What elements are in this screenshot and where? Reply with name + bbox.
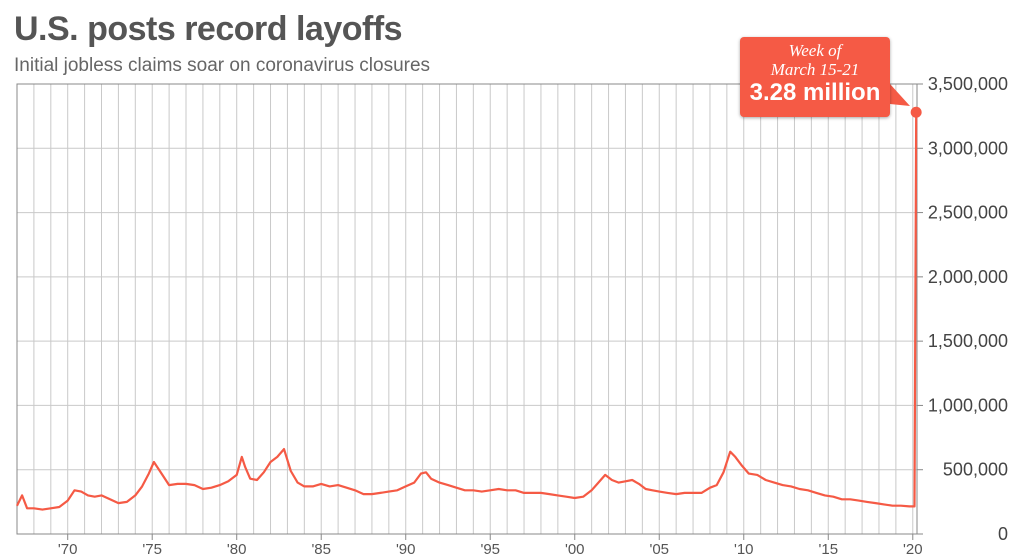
y-tick-label: 500,000 <box>943 460 1008 480</box>
x-tick-label: '75 <box>142 541 162 558</box>
x-tick-label: '00 <box>565 541 585 558</box>
x-tick-label: '10 <box>734 541 754 558</box>
x-tick-label: '85 <box>311 541 331 558</box>
plot-frame <box>16 83 918 535</box>
y-tick-label: 3,500,000 <box>928 74 1008 94</box>
latest-value-point <box>910 106 922 118</box>
x-tick-label: '80 <box>227 541 247 558</box>
page-title: U.S. posts record layoffs <box>14 10 403 48</box>
y-tick-label: 1,000,000 <box>928 395 1008 415</box>
x-tick-label: '70 <box>58 541 78 558</box>
x-tick-label: '20 <box>903 541 923 558</box>
x-tick-label: '90 <box>396 541 416 558</box>
y-axis-ticks: 0 500,000 1,000,000 1,500,000 2,000,000 2,500… <box>917 74 1008 544</box>
y-tick-label: 3,000,000 <box>928 138 1008 158</box>
y-tick-label: 2,500,000 <box>928 203 1008 223</box>
callout-line-1: Week of <box>788 41 842 60</box>
x-tick-label: '15 <box>818 541 838 558</box>
latest-value-callout: Week of March 15-21 3.28 million <box>740 37 890 117</box>
x-tick-label: '95 <box>480 541 500 558</box>
y-tick-label: 2,000,000 <box>928 267 1008 287</box>
page-subtitle: Initial jobless claims soar on coronavir… <box>14 55 431 76</box>
y-tick-label: 0 <box>998 524 1008 544</box>
callout-pointer <box>890 84 910 106</box>
claims-series-line <box>16 112 918 511</box>
callout-value: 3.28 million <box>749 79 881 106</box>
y-tick-label: 1,500,000 <box>928 331 1008 351</box>
x-tick-label: '05 <box>649 541 669 558</box>
x-axis-ticks: '70 '75 '80 '85 '90 '95 '00 '05 '10 '15 '20 <box>58 534 923 558</box>
callout-line-2: March 15-21 <box>770 60 860 79</box>
